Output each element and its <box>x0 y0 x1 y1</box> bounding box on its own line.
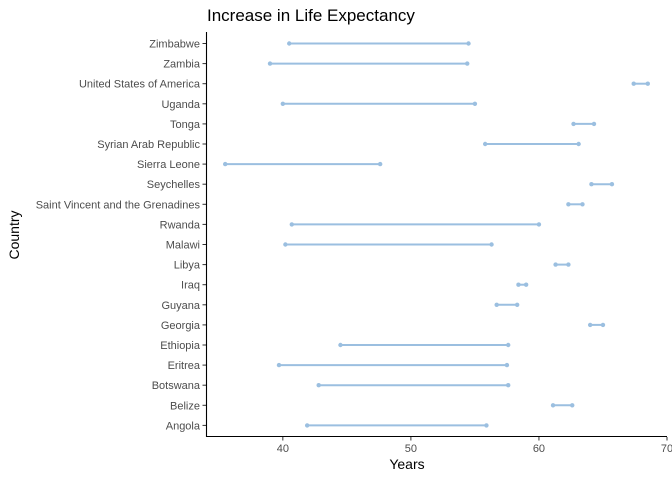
start-point <box>280 101 286 107</box>
end-point <box>523 282 529 287</box>
start-point <box>589 182 594 187</box>
end-point <box>484 423 489 428</box>
end-point <box>466 41 471 46</box>
start-point <box>276 362 282 368</box>
start-point <box>338 342 343 348</box>
y-tick-label: Botswana <box>152 380 201 392</box>
y-axis-title: Country <box>6 210 22 259</box>
end-point <box>645 81 650 86</box>
end-point <box>504 362 510 368</box>
y-tick-label: Sierra Leone <box>137 159 200 171</box>
start-point <box>516 282 521 287</box>
end-point <box>465 61 470 66</box>
start-point <box>494 302 499 307</box>
x-tick-label: 40 <box>277 443 289 455</box>
end-point <box>600 322 606 328</box>
start-point <box>631 81 636 86</box>
chart-title: Increase in Life Expectancy <box>207 6 415 25</box>
y-tick-label: Saint Vincent and the Grenadines <box>36 199 201 211</box>
y-tick-label: Rwanda <box>160 219 201 231</box>
x-tick-label: 50 <box>405 443 417 455</box>
end-point <box>377 161 383 167</box>
end-point <box>580 202 585 207</box>
y-tick-label: Zambia <box>163 59 201 71</box>
y-tick-label: Georgia <box>161 320 201 332</box>
y-tick-label: Ethiopia <box>160 340 201 352</box>
y-tick-label: United States of America <box>79 79 201 91</box>
start-point <box>571 121 576 127</box>
end-point <box>506 383 511 388</box>
end-point <box>536 222 542 227</box>
start-point <box>287 41 292 46</box>
end-point <box>570 403 575 408</box>
y-tick-label: Uganda <box>161 99 200 111</box>
start-point <box>289 222 294 227</box>
start-point <box>283 242 288 247</box>
y-tick-label: Angola <box>166 420 201 432</box>
start-point <box>304 423 310 428</box>
y-tick-label: Iraq <box>181 280 200 292</box>
start-point <box>566 202 571 207</box>
y-tick-label: Belize <box>170 400 200 412</box>
end-point <box>566 262 571 267</box>
chart-marks <box>223 41 650 428</box>
end-point <box>472 101 478 107</box>
x-tick-label: 60 <box>533 443 545 455</box>
x-tick-label: 70 <box>661 443 672 455</box>
end-point <box>609 182 615 187</box>
end-point <box>591 121 597 127</box>
chart-ticks: Zimbabwe Zambia United States of America Ug… <box>36 39 672 456</box>
start-point <box>316 383 321 388</box>
start-point <box>267 61 273 66</box>
end-point <box>489 242 494 247</box>
y-tick-label: Syrian Arab Republic <box>97 139 200 151</box>
y-tick-label: Tonga <box>170 119 201 131</box>
start-point <box>553 262 558 267</box>
end-point <box>506 342 511 348</box>
start-point <box>550 403 556 408</box>
y-tick-label: Seychelles <box>147 179 201 191</box>
y-tick-label: Zimbabwe <box>149 39 200 51</box>
end-point <box>514 302 520 307</box>
start-point <box>223 161 228 167</box>
start-point <box>587 322 593 328</box>
start-point <box>482 141 488 147</box>
y-tick-label: Malawi <box>166 240 200 252</box>
x-axis-title: Years <box>389 456 424 472</box>
y-tick-label: Libya <box>174 260 201 272</box>
y-tick-label: Guyana <box>161 300 200 312</box>
y-tick-label: Eritrea <box>168 360 201 372</box>
end-point <box>576 141 581 147</box>
